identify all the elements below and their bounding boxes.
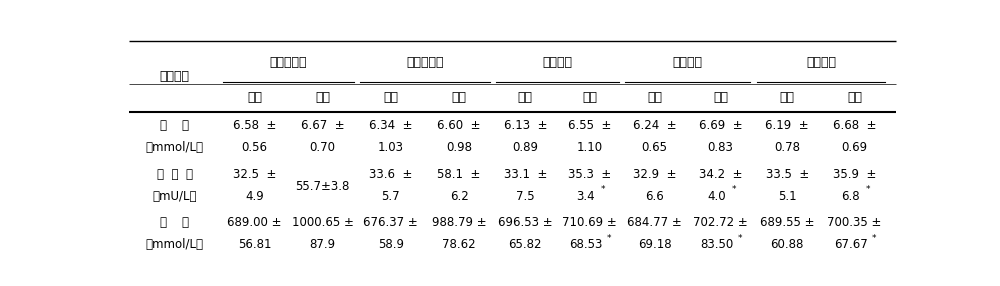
Text: 低剂量组: 低剂量组 (542, 56, 572, 69)
Text: 6.69  ±: 6.69 ± (699, 119, 742, 132)
Text: 胰  岛  素: 胰 岛 素 (157, 168, 193, 181)
Text: 710.69 ±: 710.69 ± (562, 216, 617, 229)
Text: 6.2: 6.2 (450, 190, 468, 203)
Text: 术后: 术后 (847, 91, 862, 104)
Text: 术前: 术前 (247, 91, 262, 104)
Text: 1.03: 1.03 (378, 141, 404, 154)
Text: 0.89: 0.89 (512, 141, 538, 154)
Text: 0.65: 0.65 (642, 141, 668, 154)
Text: 术前: 术前 (383, 91, 398, 104)
Text: *: * (738, 234, 742, 243)
Text: 65.82: 65.82 (509, 238, 542, 251)
Text: 676.37 ±: 676.37 ± (363, 216, 418, 229)
Text: 6.19  ±: 6.19 ± (765, 119, 809, 132)
Text: 83.50: 83.50 (700, 238, 733, 251)
Text: 6.34  ±: 6.34 ± (369, 119, 413, 132)
Text: 689.55 ±: 689.55 ± (760, 216, 814, 229)
Text: *: * (872, 234, 876, 243)
Text: 684.77 ±: 684.77 ± (627, 216, 682, 229)
Text: 69.18: 69.18 (638, 238, 672, 251)
Text: 6.58  ±: 6.58 ± (233, 119, 276, 132)
Text: 0.98: 0.98 (446, 141, 472, 154)
Text: *: * (601, 185, 605, 194)
Text: *: * (732, 185, 736, 194)
Text: 68.53: 68.53 (569, 238, 602, 251)
Text: 术后: 术后 (582, 91, 597, 104)
Text: 空白对照组: 空白对照组 (270, 56, 307, 69)
Text: 0.70: 0.70 (310, 141, 336, 154)
Text: 87.9: 87.9 (310, 238, 336, 251)
Text: 术后: 术后 (713, 91, 728, 104)
Text: 术后: 术后 (315, 91, 330, 104)
Text: 0.56: 0.56 (241, 141, 267, 154)
Text: 术前: 术前 (518, 91, 533, 104)
Text: 3.4: 3.4 (576, 190, 595, 203)
Text: （mU/L）: （mU/L） (152, 190, 197, 203)
Text: 1.10: 1.10 (577, 141, 603, 154)
Text: 34.2  ±: 34.2 ± (699, 168, 742, 181)
Text: 67.67: 67.67 (834, 238, 868, 251)
Text: 35.9  ±: 35.9 ± (833, 168, 876, 181)
Text: 988.79 ±: 988.79 ± (432, 216, 486, 229)
Text: *: * (607, 234, 611, 243)
Text: 6.24  ±: 6.24 ± (633, 119, 677, 132)
Text: 702.72 ±: 702.72 ± (693, 216, 748, 229)
Text: 6.8: 6.8 (841, 190, 860, 203)
Text: 检测指标: 检测指标 (160, 70, 190, 83)
Text: 乳    酸: 乳 酸 (160, 216, 189, 229)
Text: 术前: 术前 (647, 91, 662, 104)
Text: （mmol/L）: （mmol/L） (146, 238, 204, 251)
Text: 4.9: 4.9 (245, 190, 264, 203)
Text: 7.5: 7.5 (516, 190, 535, 203)
Text: 55.7±3.8: 55.7±3.8 (295, 180, 350, 193)
Text: 6.68  ±: 6.68 ± (833, 119, 876, 132)
Text: 700.35 ±: 700.35 ± (827, 216, 882, 229)
Text: 血    糖: 血 糖 (160, 119, 189, 132)
Text: 1000.65 ±: 1000.65 ± (292, 216, 354, 229)
Text: （mmol/L）: （mmol/L） (146, 141, 204, 154)
Text: 0.83: 0.83 (708, 141, 734, 154)
Text: 33.6  ±: 33.6 ± (369, 168, 413, 181)
Text: 60.88: 60.88 (771, 238, 804, 251)
Text: 术前: 术前 (780, 91, 795, 104)
Text: 术后: 术后 (452, 91, 467, 104)
Text: 0.78: 0.78 (774, 141, 800, 154)
Text: 0.69: 0.69 (842, 141, 868, 154)
Text: 阳性对照组: 阳性对照组 (406, 56, 444, 69)
Text: 高剂量组: 高剂量组 (806, 56, 836, 69)
Text: 5.7: 5.7 (382, 190, 400, 203)
Text: 32.5  ±: 32.5 ± (233, 168, 276, 181)
Text: 689.00 ±: 689.00 ± (227, 216, 282, 229)
Text: 33.5  ±: 33.5 ± (766, 168, 809, 181)
Text: 58.9: 58.9 (378, 238, 404, 251)
Text: 56.81: 56.81 (238, 238, 271, 251)
Text: 中剂量组: 中剂量组 (673, 56, 703, 69)
Text: 6.6: 6.6 (645, 190, 664, 203)
Text: 6.13  ±: 6.13 ± (504, 119, 547, 132)
Text: 35.3  ±: 35.3 ± (568, 168, 611, 181)
Text: 6.55  ±: 6.55 ± (568, 119, 611, 132)
Text: 5.1: 5.1 (778, 190, 797, 203)
Text: *: * (866, 185, 870, 194)
Text: 6.60  ±: 6.60 ± (437, 119, 481, 132)
Text: 32.9  ±: 32.9 ± (633, 168, 676, 181)
Text: 4.0: 4.0 (707, 190, 726, 203)
Text: 78.62: 78.62 (442, 238, 476, 251)
Text: 6.67  ±: 6.67 ± (301, 119, 344, 132)
Text: 33.1  ±: 33.1 ± (504, 168, 547, 181)
Text: 58.1  ±: 58.1 ± (437, 168, 481, 181)
Text: 696.53 ±: 696.53 ± (498, 216, 553, 229)
